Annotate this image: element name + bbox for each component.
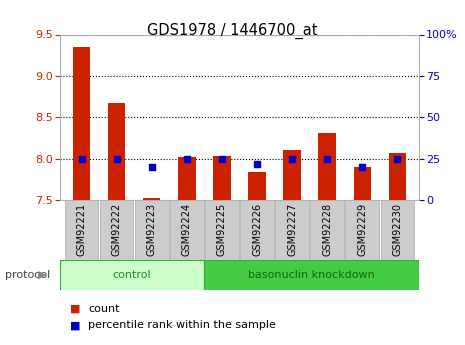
Bar <box>389 153 406 200</box>
Text: GSM92221: GSM92221 <box>77 203 86 256</box>
Bar <box>353 167 371 200</box>
Text: GSM92225: GSM92225 <box>217 203 227 256</box>
Bar <box>205 200 239 260</box>
Text: protocol: protocol <box>5 270 50 280</box>
Text: GSM92223: GSM92223 <box>147 203 157 256</box>
Point <box>113 156 120 161</box>
Text: ■: ■ <box>70 321 80 330</box>
Bar <box>283 150 301 200</box>
Point <box>288 156 296 161</box>
Text: count: count <box>88 304 120 314</box>
Point <box>218 156 226 161</box>
Text: ■: ■ <box>70 304 80 314</box>
Text: GSM92224: GSM92224 <box>182 203 192 256</box>
Bar <box>380 200 414 260</box>
Point <box>359 164 366 170</box>
Bar <box>60 260 204 290</box>
Text: GDS1978 / 1446700_at: GDS1978 / 1446700_at <box>147 22 318 39</box>
Bar <box>135 200 169 260</box>
Text: GSM92229: GSM92229 <box>357 203 367 256</box>
Text: GSM92228: GSM92228 <box>322 203 332 256</box>
Bar <box>108 103 126 200</box>
Text: control: control <box>113 270 152 280</box>
Text: percentile rank within the sample: percentile rank within the sample <box>88 321 276 330</box>
Bar <box>213 156 231 200</box>
Point <box>183 156 191 161</box>
Point <box>78 156 85 161</box>
Text: GSM92222: GSM92222 <box>112 203 122 256</box>
Text: GSM92226: GSM92226 <box>252 203 262 256</box>
Bar <box>100 200 133 260</box>
Bar <box>204 260 418 290</box>
Bar <box>170 200 204 260</box>
Bar <box>319 133 336 200</box>
Point <box>394 156 401 161</box>
Bar <box>240 200 274 260</box>
Bar <box>178 157 196 200</box>
Bar <box>275 200 309 260</box>
Point <box>148 164 155 170</box>
Text: ▶: ▶ <box>38 270 46 280</box>
Bar <box>73 47 90 200</box>
Text: GSM92230: GSM92230 <box>392 203 402 256</box>
Text: GSM92227: GSM92227 <box>287 203 297 256</box>
Point <box>324 156 331 161</box>
Bar <box>143 198 160 200</box>
Bar <box>310 200 344 260</box>
Text: basonuclin knockdown: basonuclin knockdown <box>248 270 374 280</box>
Bar <box>345 200 379 260</box>
Bar <box>65 200 99 260</box>
Bar <box>248 172 266 200</box>
Point <box>253 161 261 166</box>
